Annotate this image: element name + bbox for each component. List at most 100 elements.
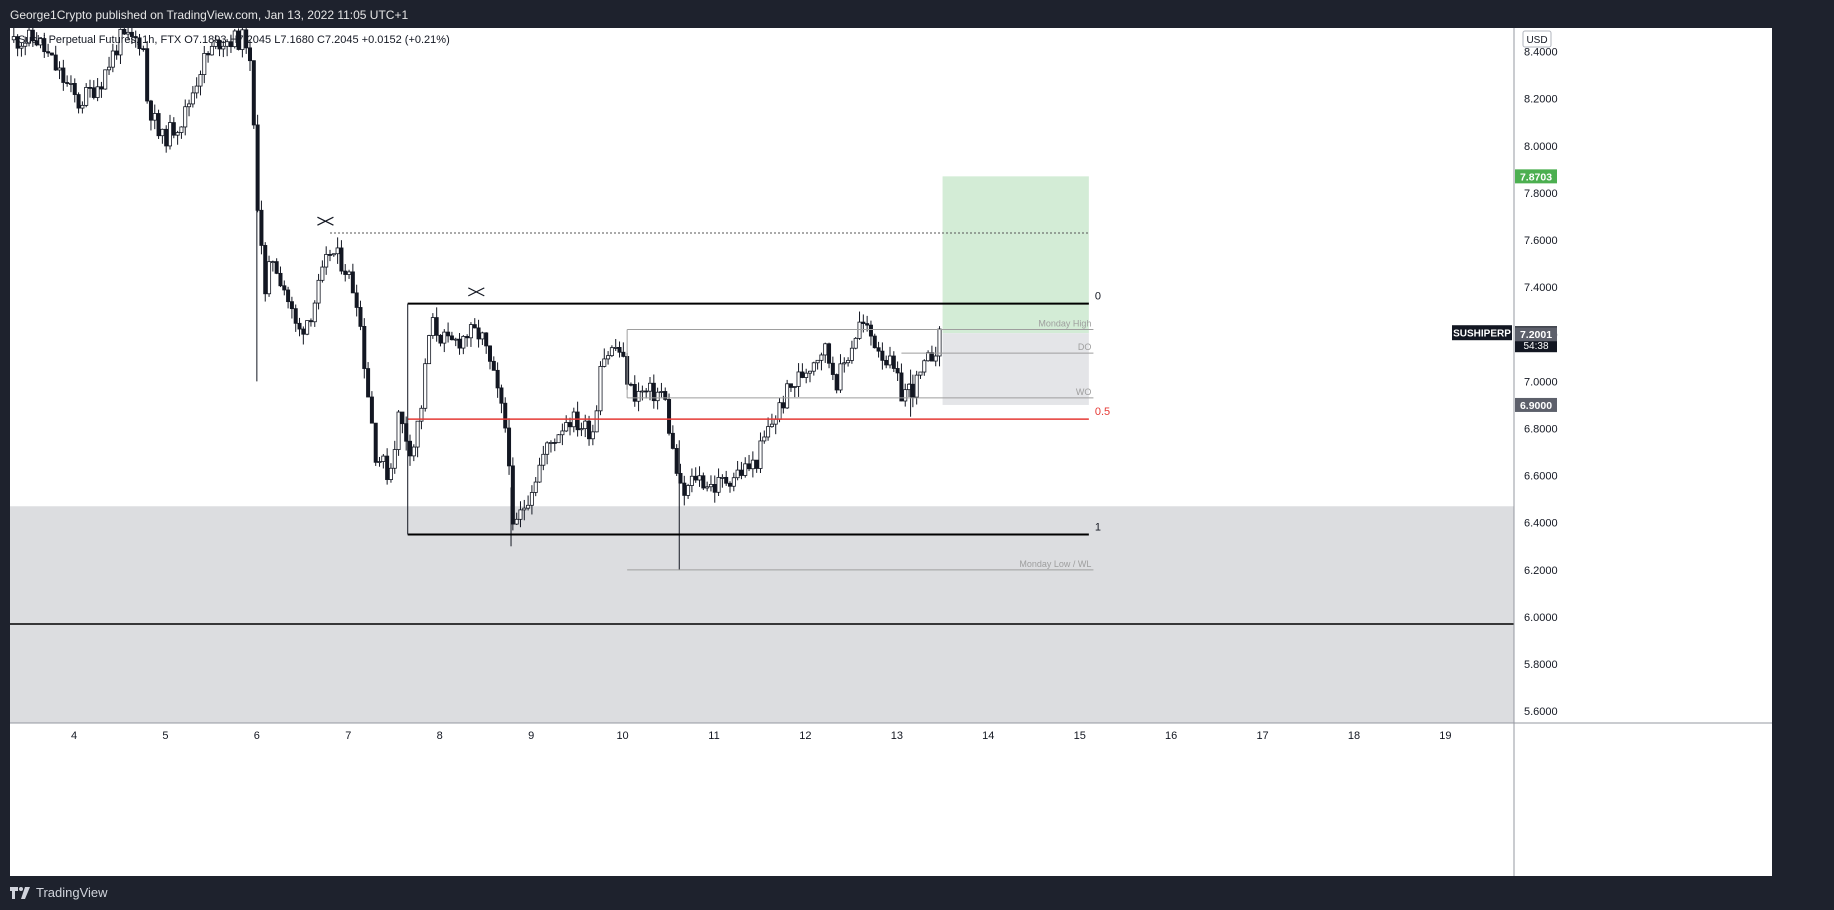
candle-body (251, 60, 256, 126)
candle-body (526, 504, 531, 509)
candle-body (217, 39, 222, 50)
candle-body (122, 28, 127, 35)
level-label: WO (1076, 387, 1092, 397)
candle-body (68, 83, 73, 85)
y-tick-label: 6.8000 (1524, 424, 1558, 436)
candle-body (808, 370, 813, 374)
candle-body (914, 374, 919, 398)
candle-body (785, 383, 790, 409)
y-tick-label: 7.0000 (1524, 376, 1558, 388)
candle-body (72, 83, 77, 95)
candle-body (564, 422, 569, 432)
candle-body (712, 483, 717, 493)
candle-body (769, 423, 774, 428)
candle-body (38, 38, 43, 46)
candle-body (880, 350, 885, 361)
candle-body (716, 477, 721, 493)
tradingview-brand[interactable]: TradingView (10, 885, 108, 900)
candle-body (301, 328, 306, 335)
candle-body (827, 343, 832, 364)
symbol-legend: Sushi Perpetual Futures, 1h, FTX O7.1893… (18, 34, 450, 46)
candle-body (358, 307, 363, 327)
y-tick-label: 6.6000 (1524, 471, 1558, 483)
candle-body (495, 369, 500, 389)
y-tick-label: 8.4000 (1524, 47, 1558, 59)
candle-body (823, 343, 828, 356)
candle-body (750, 459, 755, 470)
candle-body (167, 122, 172, 147)
candle-body (754, 459, 759, 469)
candle-body (137, 37, 142, 50)
candle-body (312, 302, 317, 323)
candle-body (369, 396, 374, 424)
candle-body (918, 371, 923, 376)
candle-body (289, 301, 294, 310)
candle-body (648, 382, 653, 392)
candle-body (476, 327, 481, 340)
candle-body (198, 74, 203, 87)
candle-body (834, 374, 839, 391)
candle-body (674, 448, 679, 474)
level-label: Monday Low / WL (1019, 559, 1091, 569)
candle-body (926, 352, 931, 362)
currency-box[interactable] (1522, 30, 1552, 48)
candle-body (209, 45, 214, 56)
x-marker-icon (317, 216, 334, 226)
chart-area[interactable]: 0 0.5 1 Monday High DO WO Monday Low / WL USD 8.… (10, 28, 1772, 876)
candle-body (857, 321, 862, 339)
candle-body (187, 103, 192, 108)
candle-body (518, 509, 523, 520)
candle-body (762, 436, 767, 442)
candle-body (354, 292, 359, 308)
candle-body (491, 360, 496, 371)
candle-body (461, 336, 466, 349)
candle-body (407, 440, 412, 457)
candle-body (84, 87, 89, 106)
candle-body (434, 317, 439, 336)
candle-body (152, 113, 157, 121)
candle-body (804, 372, 809, 378)
candle-body (88, 87, 93, 89)
candle-body (388, 467, 393, 480)
candle-body (472, 324, 477, 329)
zone-demand (10, 506, 1514, 723)
tradingview-logo-icon (10, 886, 30, 899)
candle-body (796, 371, 801, 387)
publisher-text: George1Crypto published on TradingView.c… (10, 8, 409, 22)
candle-body (743, 463, 748, 476)
candle-body (651, 382, 656, 402)
candle-body (145, 48, 150, 102)
candle-body (126, 31, 131, 35)
candle-body (392, 449, 397, 469)
candle-body (91, 87, 96, 98)
candle-body (171, 122, 176, 136)
candle-body (884, 359, 889, 366)
candle-body (632, 384, 637, 402)
candle-body (49, 52, 54, 56)
candle-body (236, 30, 241, 50)
zone-target (942, 176, 1089, 334)
candle-body (728, 482, 733, 487)
candle-body (842, 362, 847, 365)
candle-body (99, 86, 104, 90)
candle-body (922, 360, 927, 373)
zone-stop (942, 333, 1089, 405)
candle-body (240, 29, 245, 50)
candle-body (667, 399, 672, 434)
candle-body (305, 320, 310, 335)
candle-body (27, 29, 32, 44)
candle-body (362, 325, 367, 369)
candle-body (628, 383, 633, 386)
price-tag (1515, 327, 1557, 342)
candle-body (689, 475, 694, 486)
candle-body (682, 482, 687, 496)
x-tick-label: 15 (1074, 730, 1086, 742)
candle-body (758, 440, 763, 469)
candle-body (777, 402, 782, 420)
candle-body (781, 402, 786, 409)
candle-body (53, 54, 58, 71)
candle-body (888, 355, 893, 366)
candle-body (697, 475, 702, 481)
candle-body (541, 453, 546, 466)
